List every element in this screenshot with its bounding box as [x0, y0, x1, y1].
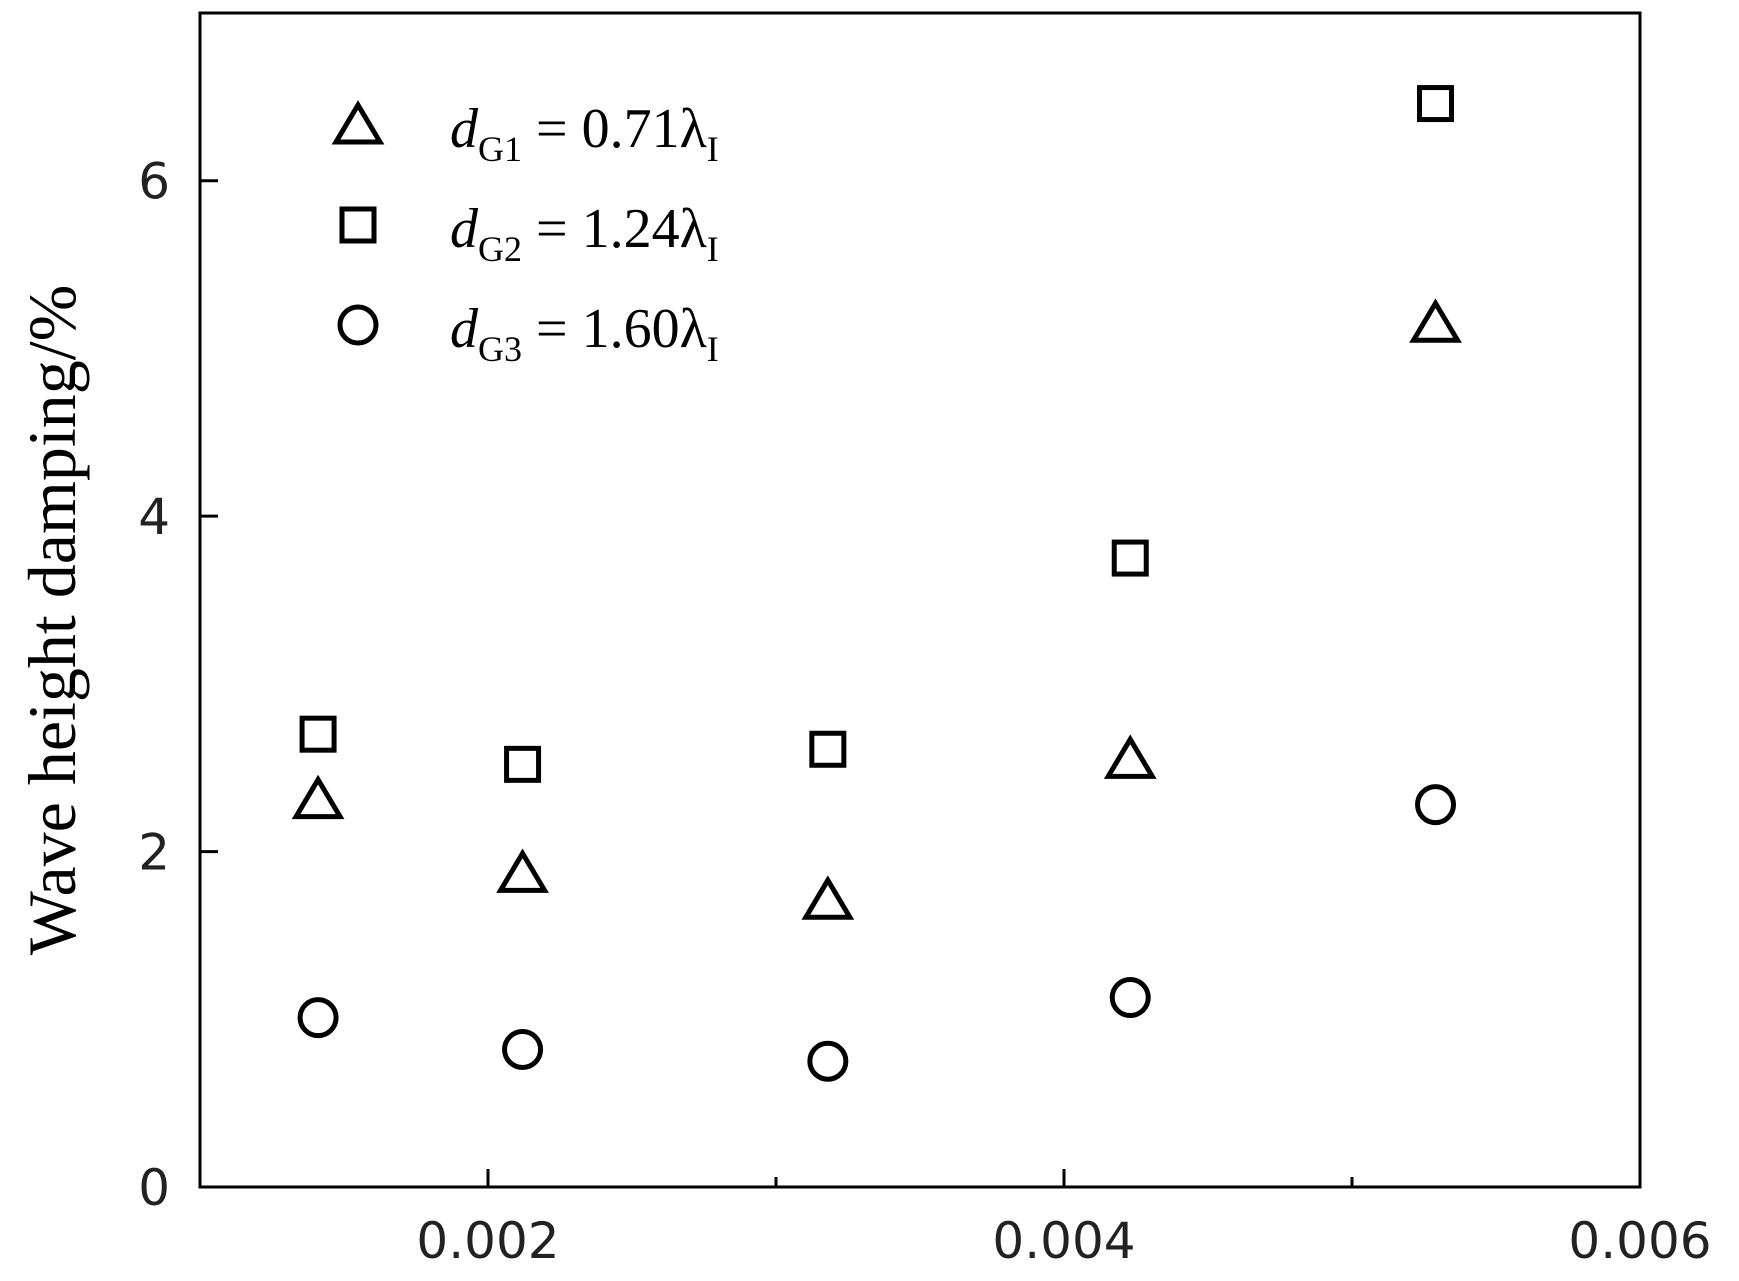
circle-marker: [297, 997, 339, 1039]
y-tick-label: 2: [138, 824, 170, 882]
square-marker: [809, 730, 847, 768]
square-marker: [1111, 539, 1149, 577]
y-tick-label: 0: [138, 1159, 170, 1217]
y-tick-label: 6: [138, 153, 170, 211]
circle-marker: [1415, 784, 1457, 826]
triangle-marker: [496, 848, 549, 893]
legend-label: dG1 = 0.71λI: [450, 98, 719, 169]
x-tick-label: 0.004: [992, 1212, 1135, 1270]
square-marker: [504, 745, 542, 783]
square-marker: [299, 715, 337, 753]
triangle-marker: [1103, 734, 1157, 779]
triangle-marker: [1409, 298, 1462, 343]
triangle-marker: [331, 100, 385, 145]
circle-marker: [807, 1040, 849, 1082]
square-marker: [1417, 85, 1455, 123]
plot-frame: [198, 11, 1642, 1189]
circle-marker: [1109, 976, 1151, 1018]
square-marker: [339, 206, 377, 244]
y-tick-label: 4: [138, 488, 170, 546]
circle-marker: [337, 304, 379, 346]
legend-label: dG3 = 1.60λI: [450, 298, 719, 369]
triangle-marker: [801, 875, 855, 920]
x-tick-label: 0.002: [416, 1212, 559, 1270]
legend-label: dG2 = 1.24λI: [450, 198, 719, 269]
y-axis-label: Wave height damping/%: [14, 285, 90, 956]
circle-marker: [502, 1028, 544, 1070]
x-tick-label: 0.006: [1568, 1212, 1711, 1270]
triangle-marker: [291, 774, 345, 820]
